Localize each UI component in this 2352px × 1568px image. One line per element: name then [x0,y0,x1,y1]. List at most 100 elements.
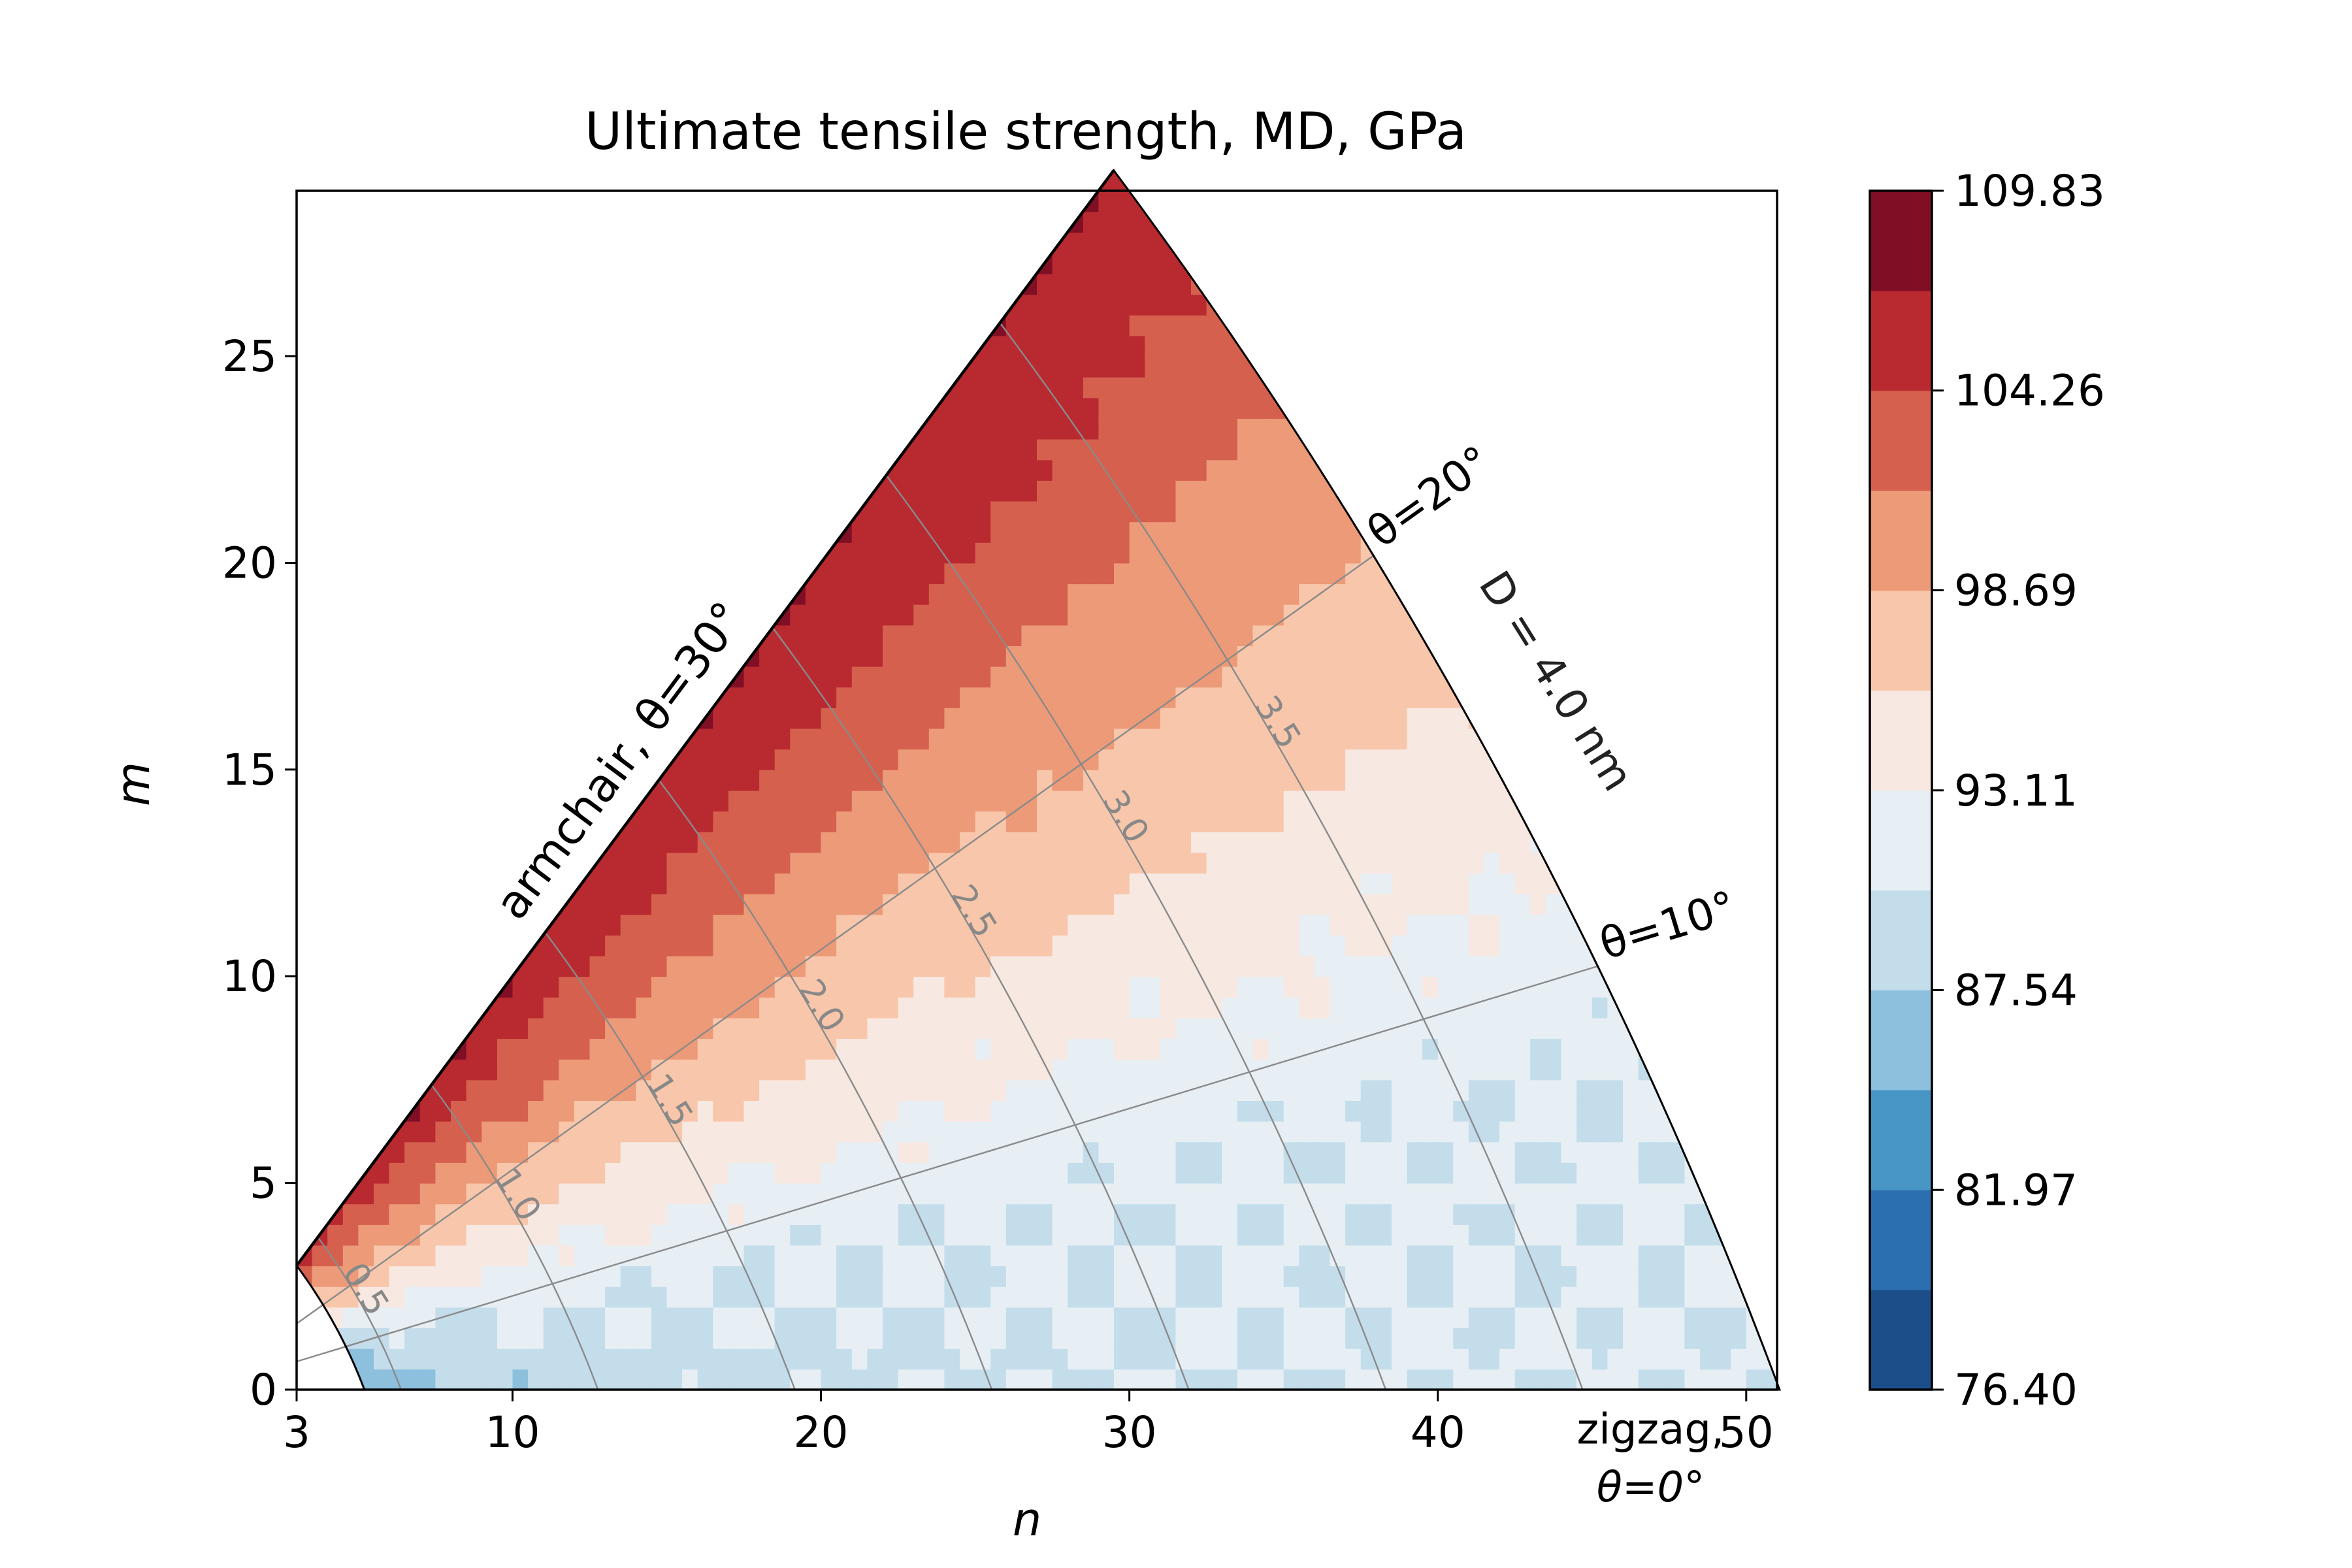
heatmap-cell [1021,1369,1037,1390]
heatmap-cell [1052,294,1069,316]
heatmap-cell [1360,1224,1377,1246]
heatmap-cell [435,955,451,977]
heatmap-cell [342,831,359,853]
heatmap-cell [1005,687,1022,708]
heatmap-cell [543,749,560,770]
heatmap-cell [482,1328,498,1349]
heatmap-cell [759,1079,776,1101]
heatmap-cell [728,1017,745,1039]
heatmap-cell [266,645,282,667]
heatmap-cell [836,438,853,461]
heatmap-cell [1484,356,1501,378]
heatmap-cell [1129,418,1146,440]
heatmap-cell [1407,811,1424,832]
heatmap-cell [482,955,498,977]
heatmap-cell [836,1245,853,1267]
heatmap-cell [1437,893,1454,915]
heatmap-cell [682,873,698,894]
heatmap-cell [960,583,976,605]
heatmap-cell [559,1183,575,1205]
heatmap-cell [482,1224,498,1246]
heatmap-cell [851,1245,868,1267]
heatmap-cell [682,521,698,543]
heatmap-cell [759,996,776,1019]
heatmap-cell [1222,873,1238,894]
heatmap-cell [559,1286,575,1308]
heatmap-cell [605,376,621,399]
heatmap-cell [342,170,359,191]
heatmap-cell [1391,811,1408,832]
heatmap-cell [1191,1017,1207,1039]
heatmap-cell [389,914,406,936]
heatmap-cell [1499,707,1516,729]
heatmap-cell [1499,1017,1516,1039]
heatmap-cell [1514,1328,1531,1349]
heatmap-cell [1175,1245,1192,1267]
heatmap-cell [327,563,344,585]
heatmap-cell [512,976,529,998]
heatmap-cell [281,1100,297,1122]
heatmap-cell [913,521,930,543]
heatmap-cell [682,1266,698,1287]
heatmap-cell [743,314,760,336]
heatmap-cell [266,666,282,688]
heatmap-cell [790,935,806,956]
heatmap-cell [790,314,806,336]
heatmap-cell [975,1286,992,1308]
heatmap-cell [466,335,483,357]
heatmap-cell [898,1120,915,1143]
heatmap-cell [327,1120,344,1143]
heatmap-cell [419,397,436,419]
heatmap-cell [404,480,421,502]
heatmap-cell [774,1245,791,1267]
heatmap-cell [990,500,1007,523]
heatmap-cell [559,976,575,998]
heatmap-cell [451,583,467,605]
heatmap-cell [1083,521,1100,543]
heatmap-cell [312,1079,329,1101]
heatmap-cell [851,687,868,708]
heatmap-cell [836,707,853,729]
heatmap-cell [1499,170,1516,191]
heatmap-cell [1299,314,1315,336]
heatmap-cell [1391,1141,1408,1163]
heatmap-cell [528,666,544,688]
heatmap-cell [636,1286,652,1308]
heatmap-cell [836,955,853,977]
heatmap-cell [297,480,313,502]
heatmap-cell [512,996,529,1019]
heatmap-cell [1175,542,1192,564]
heatmap-cell [1407,418,1424,440]
heatmap-cell [1345,1141,1362,1163]
heatmap-cell [1376,1100,1392,1122]
heatmap-cell [497,955,514,977]
heatmap-cell [636,170,652,191]
heatmap-cell [1237,273,1254,295]
heatmap-cell [589,397,606,419]
heatmap-cell [482,1017,498,1039]
heatmap-cell [374,314,390,336]
heatmap-cell [466,191,483,212]
heatmap-cell [1437,873,1454,894]
heatmap-cell [1453,1369,1469,1390]
heatmap-cell [466,935,483,956]
heatmap-cell [358,1141,374,1163]
heatmap-cell [944,191,960,212]
heatmap-cell [1191,728,1207,750]
heatmap-cell [1206,1307,1223,1328]
heatmap-cell [281,418,297,440]
heatmap-cell [312,273,329,295]
heatmap-cell [636,1183,652,1205]
heatmap-cell [1345,480,1362,502]
heatmap-cell [435,1120,451,1143]
heatmap-cell [1437,211,1454,233]
heatmap-cell [1422,831,1439,853]
heatmap-cell [1037,1328,1053,1349]
heatmap-cell [559,935,575,956]
heatmap-cell [759,500,776,523]
heatmap-cell [528,563,544,585]
heatmap-cell [589,1369,606,1390]
heatmap-cell [1314,666,1331,688]
heatmap-cell [666,1058,683,1081]
heatmap-cell [713,252,729,274]
